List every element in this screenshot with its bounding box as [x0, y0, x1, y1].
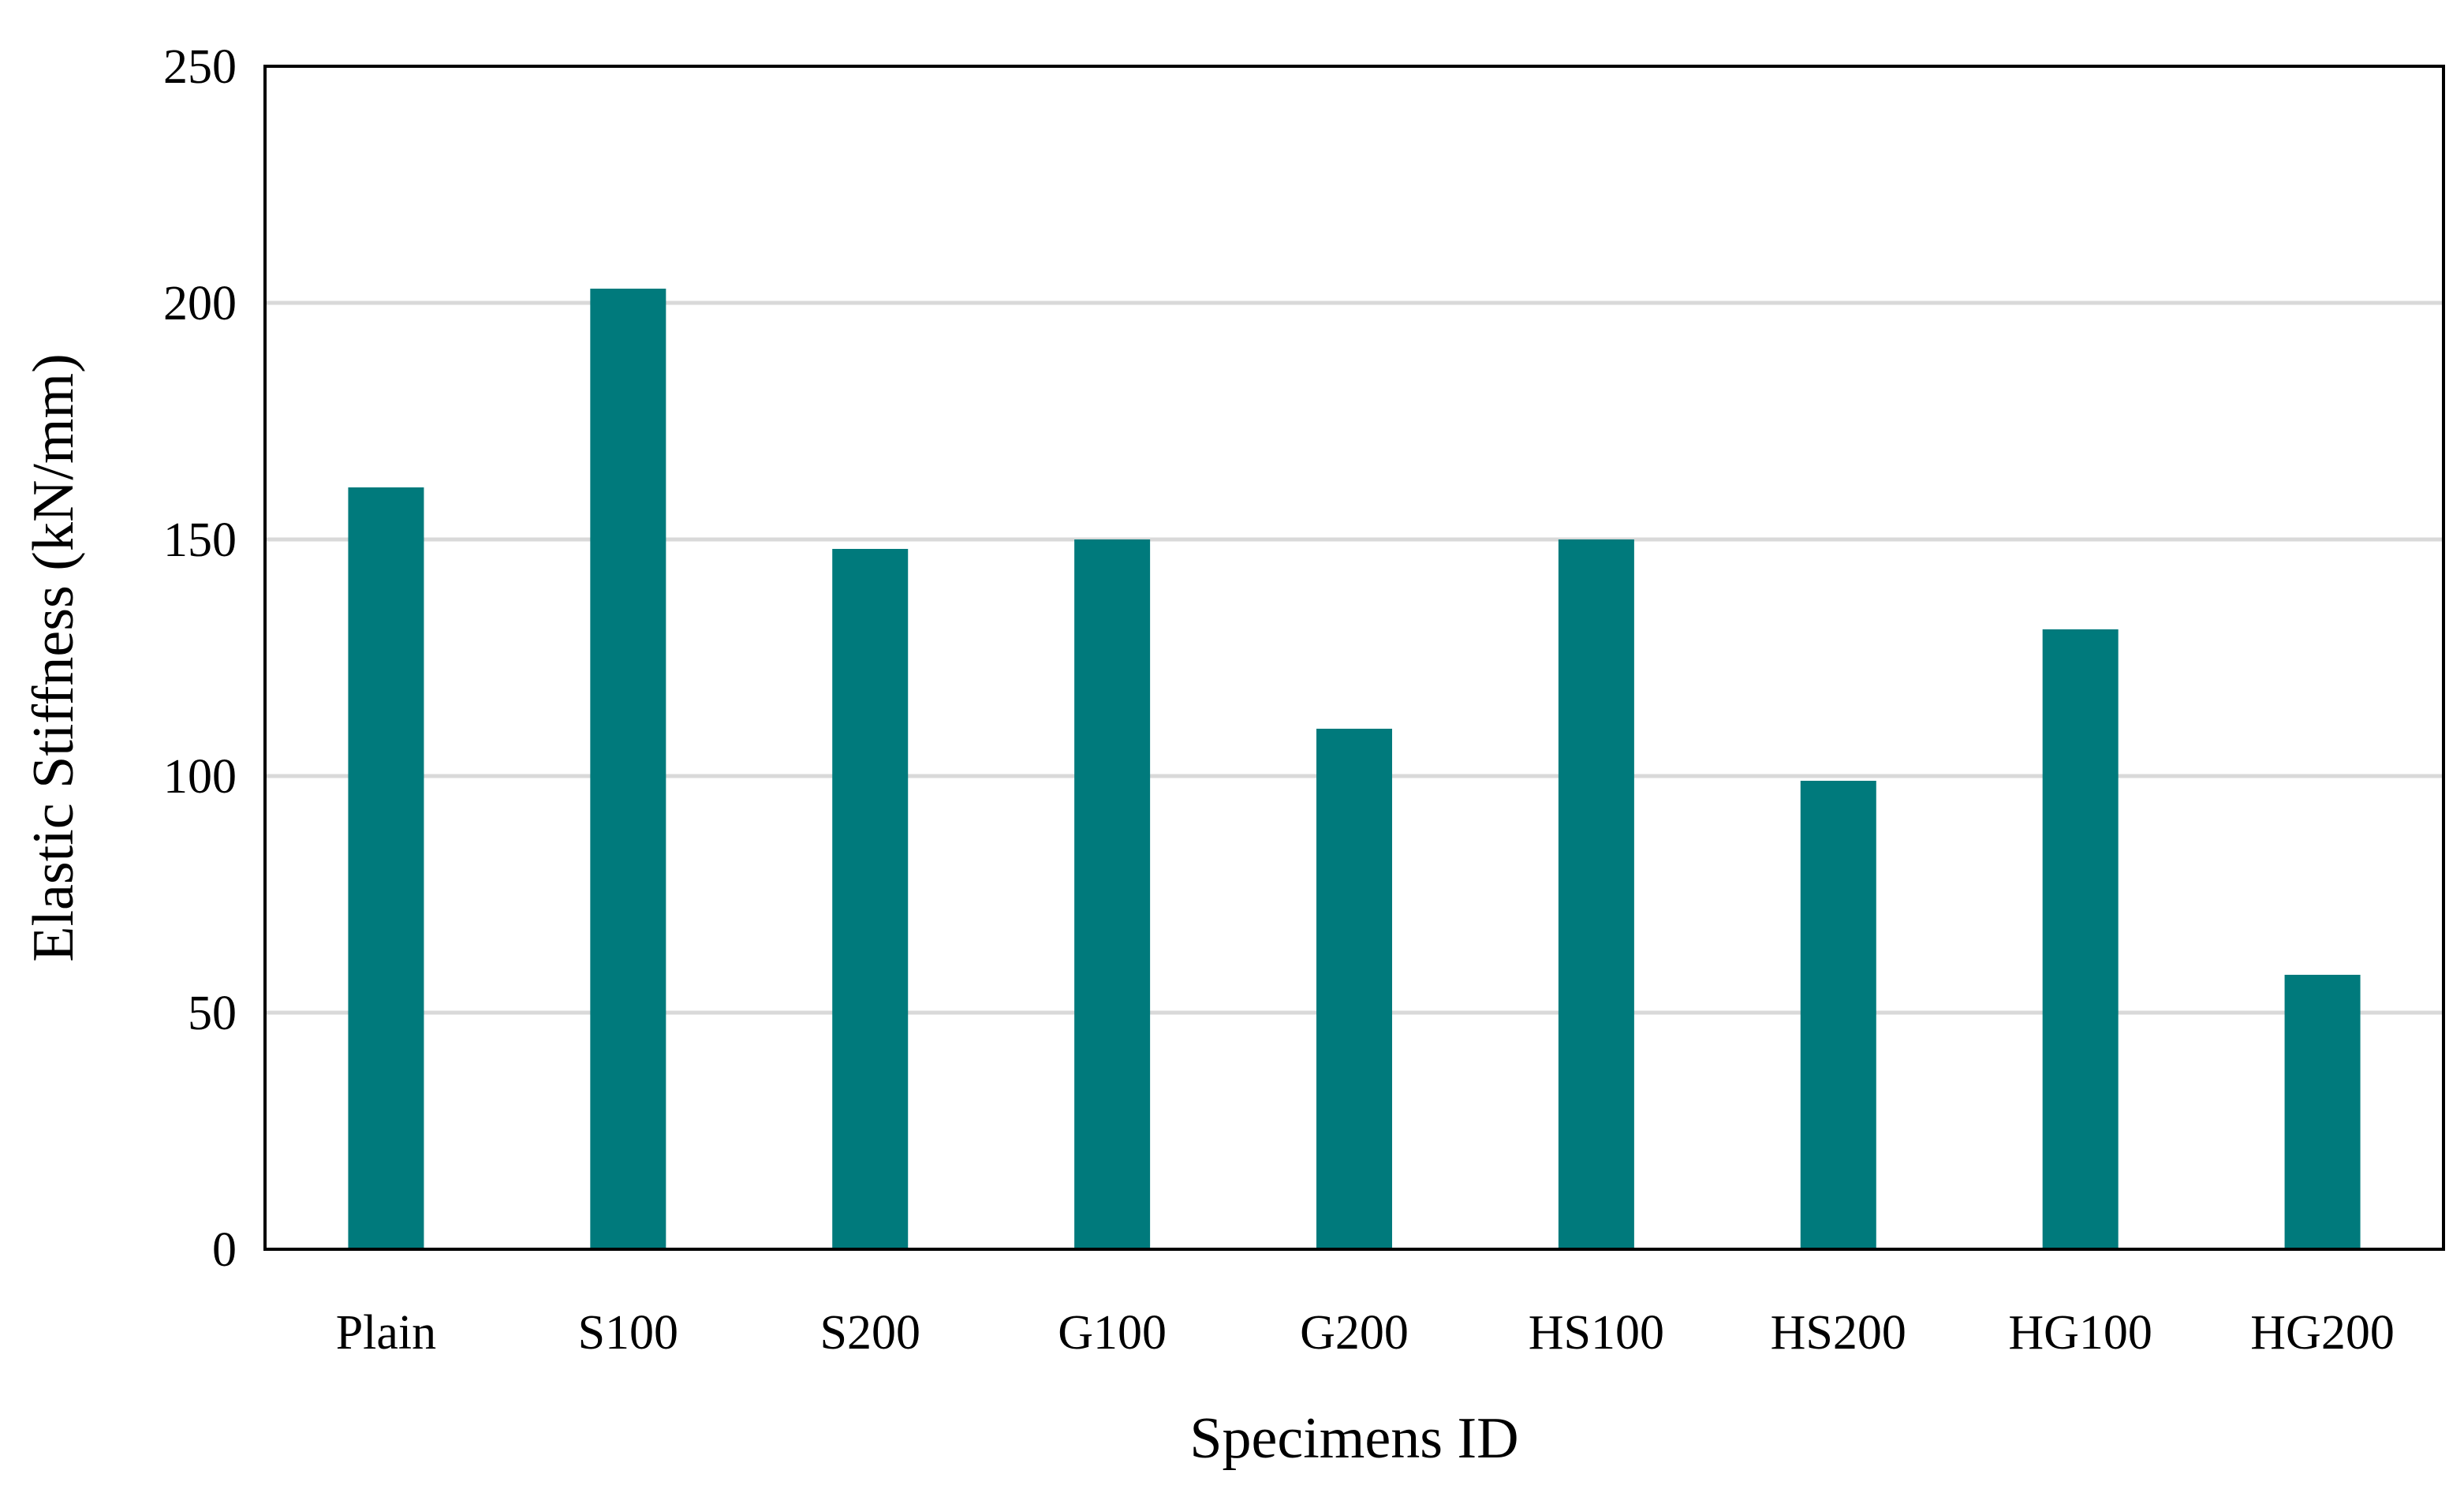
x-axis-title: Specimens ID — [1189, 1406, 1518, 1471]
plot-frame — [263, 65, 2445, 1251]
x-tick-label: Plain — [336, 1306, 436, 1360]
x-tick-label: S100 — [578, 1306, 678, 1360]
bar-hs200 — [1800, 781, 1876, 1249]
x-tick-label: HS200 — [1771, 1306, 1906, 1360]
x-tick-label: S200 — [819, 1306, 920, 1360]
bar-hs100 — [1558, 539, 1634, 1249]
y-tick-label: 250 — [163, 40, 237, 94]
x-tick-label: G200 — [1300, 1306, 1409, 1360]
y-tick-label: 200 — [163, 277, 237, 330]
y-axis-ticks: 0 50 100 150 200 250 — [163, 40, 237, 1277]
bar-hg100 — [2042, 629, 2119, 1249]
bar-g100 — [1074, 539, 1151, 1249]
x-tick-label: HG200 — [2250, 1306, 2395, 1360]
x-tick-label: HG100 — [2008, 1306, 2152, 1360]
bar-hg200 — [2284, 975, 2361, 1249]
x-tick-label: G100 — [1058, 1306, 1167, 1360]
bar-g200 — [1316, 729, 1392, 1249]
bar-s100 — [590, 289, 666, 1249]
bars — [348, 289, 2361, 1249]
y-tick-label: 0 — [212, 1223, 237, 1277]
y-tick-label: 50 — [188, 987, 237, 1040]
y-tick-label: 100 — [163, 750, 237, 804]
bar-s200 — [832, 549, 909, 1249]
x-tick-label: HS100 — [1529, 1306, 1664, 1360]
y-tick-label: 150 — [163, 513, 237, 567]
bar-plain — [348, 487, 424, 1249]
x-axis-ticks: Plain S100 S200 G100 G200 HS100 HS200 HG100 HG20… — [336, 1306, 2395, 1360]
y-axis-title: Elastic Stiffness (kN/mm) — [21, 353, 86, 961]
